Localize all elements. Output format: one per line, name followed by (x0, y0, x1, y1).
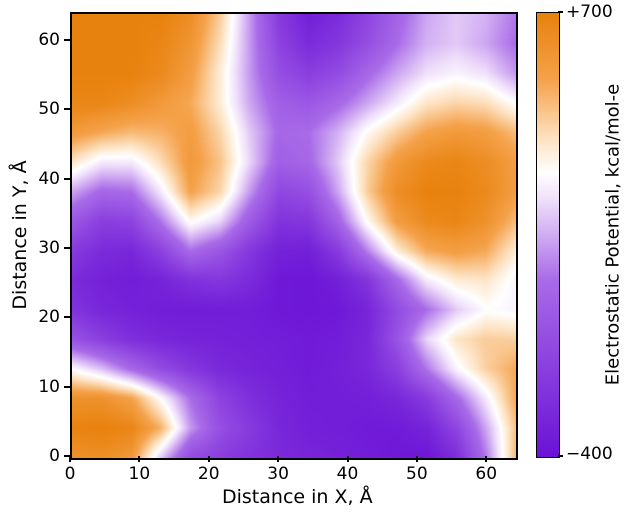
y-tick (64, 455, 70, 457)
figure: Distance in X, Å Distance in Y, Å Electr… (0, 0, 626, 523)
x-tick (347, 456, 349, 462)
x-tick-label: 10 (127, 464, 151, 484)
x-tick-label: 50 (405, 464, 429, 484)
x-tick (416, 456, 418, 462)
x-tick (208, 456, 210, 462)
y-tick-label: 10 (38, 377, 60, 397)
y-tick (64, 316, 70, 318)
y-tick (64, 386, 70, 388)
x-tick (138, 456, 140, 462)
y-tick-label: 60 (38, 30, 60, 50)
colorbar-tick-bottom: −400 (566, 444, 613, 464)
y-tick-label: 0 (49, 446, 60, 466)
x-axis-label: Distance in X, Å (222, 486, 373, 508)
x-tick (485, 456, 487, 462)
y-tick (64, 108, 70, 110)
colorbar-label: Electrostatic Potential, kcal/mol-e (603, 75, 624, 395)
x-tick-label: 30 (266, 464, 290, 484)
x-tick-label: 0 (58, 464, 82, 484)
y-tick-label: 30 (38, 238, 60, 258)
x-tick-label: 20 (197, 464, 221, 484)
y-tick (64, 39, 70, 41)
heatmap-canvas (72, 14, 516, 458)
y-tick-label: 50 (38, 99, 60, 119)
plot-area (70, 12, 518, 460)
colorbar-tick (558, 455, 563, 457)
x-tick (277, 456, 279, 462)
x-tick-label: 40 (336, 464, 360, 484)
y-tick (64, 247, 70, 249)
colorbar-tick (558, 11, 563, 13)
colorbar-gradient (537, 13, 559, 457)
y-tick (64, 178, 70, 180)
x-tick-label: 60 (474, 464, 498, 484)
y-tick-label: 40 (38, 169, 60, 189)
colorbar-tick-top: +700 (566, 2, 613, 22)
y-axis-label: Distance in Y, Å (9, 155, 31, 315)
y-tick-label: 20 (38, 307, 60, 327)
colorbar (536, 12, 560, 458)
